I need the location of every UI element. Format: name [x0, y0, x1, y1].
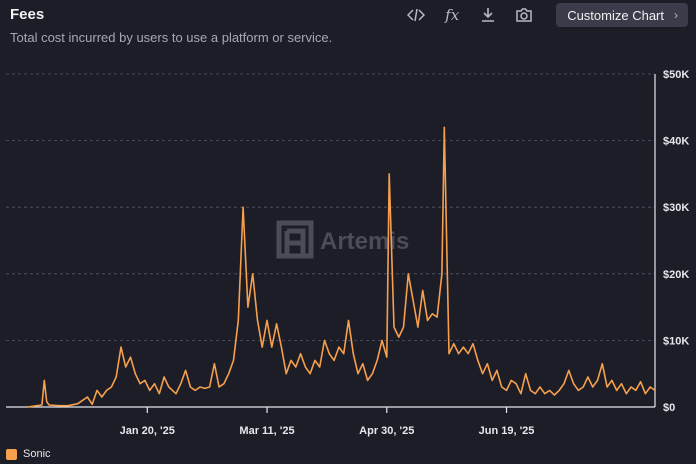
series-line-sonic	[27, 126, 656, 408]
watermark-text: Artemis	[320, 228, 409, 255]
y-tick-label: $20K	[663, 269, 689, 281]
download-icon[interactable]	[470, 3, 506, 27]
legend-swatch-sonic	[6, 448, 17, 460]
watermark-logo-icon	[276, 220, 314, 259]
x-tick-label: Apr 30, '25	[359, 425, 414, 437]
legend-label-sonic: Sonic	[23, 448, 51, 460]
y-tick-label: $50K	[663, 69, 689, 81]
chevron-right-icon: ›	[674, 8, 678, 22]
x-tick-label: Jan 20, '25	[120, 425, 175, 437]
chart-subtitle: Total cost incurred by users to use a pl…	[10, 30, 333, 45]
customize-chart-button[interactable]: Customize Chart ›	[556, 3, 688, 27]
chart-toolbar: fx Customize Chart ›	[398, 3, 688, 27]
chart-title: Fees	[10, 6, 45, 23]
legend: Sonic	[6, 448, 51, 460]
y-tick-label: $0	[663, 402, 675, 414]
x-tick-label: Mar 11, '25	[239, 425, 294, 437]
y-tick-label: $10K	[663, 335, 689, 347]
customize-chart-label: Customize Chart	[567, 7, 664, 23]
camera-icon[interactable]	[506, 3, 542, 27]
fx-icon[interactable]: fx	[445, 6, 460, 24]
x-tick-label: Jun 19, '25	[479, 425, 535, 437]
code-icon[interactable]	[398, 3, 434, 27]
y-tick-label: $40K	[663, 136, 689, 148]
watermark: Artemis	[276, 220, 409, 259]
y-tick-label: $30K	[663, 202, 689, 214]
